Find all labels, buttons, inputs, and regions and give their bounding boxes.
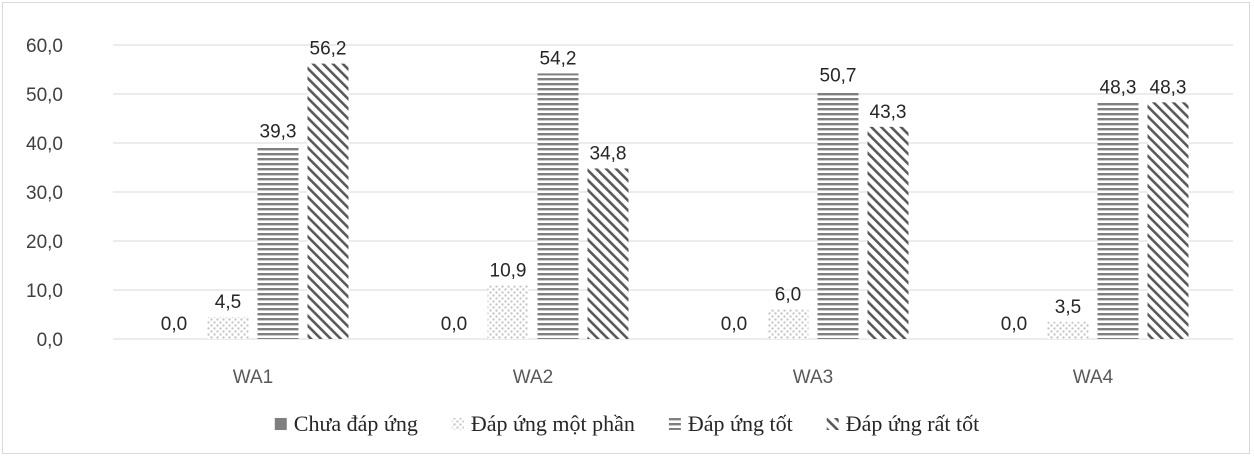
x-category-label: WA4	[1073, 367, 1114, 388]
data-label: 43,3	[870, 102, 907, 123]
y-tick-label: 10,0	[26, 281, 63, 302]
data-label: 0,0	[1001, 314, 1027, 335]
data-label: 3,5	[1055, 297, 1081, 318]
x-category-label: WA1	[233, 367, 273, 388]
legend-label: Đáp ứng một phần	[471, 411, 635, 436]
data-label: 50,7	[820, 66, 857, 87]
legend-label: Đáp ứng rất tốt	[846, 411, 980, 436]
y-tick-label: 50,0	[26, 85, 63, 106]
data-label: 6,0	[775, 285, 801, 306]
data-label: 4,5	[215, 292, 241, 313]
data-labels: 0,0 4,5 39,3 56,2 0,0 10,9 54,2 34,8 0,0 6,0 50,7 4…	[161, 39, 1187, 335]
y-axis-ticks: 0,0 10,0 20,0 30,0 40,0 50,0 60,0	[26, 36, 63, 351]
data-label: 48,3	[1150, 77, 1187, 98]
legend-marker	[274, 418, 287, 430]
x-category-label: WA3	[793, 367, 833, 388]
legend-label: Chưa đáp ứng	[294, 411, 418, 436]
data-label: 10,9	[490, 261, 527, 282]
legend-marker	[668, 418, 681, 430]
bars	[207, 63, 1189, 340]
data-label: 39,3	[260, 121, 297, 142]
data-label: 34,8	[590, 143, 627, 164]
x-category-label: WA2	[513, 367, 553, 388]
data-label: 56,2	[310, 39, 347, 60]
legend-marker	[826, 418, 839, 430]
bar	[537, 73, 579, 340]
bar	[1097, 102, 1139, 339]
data-label: 54,2	[540, 48, 577, 69]
bar	[307, 63, 349, 340]
data-label: 48,3	[1100, 77, 1137, 98]
bar	[487, 285, 529, 339]
y-tick-label: 40,0	[26, 134, 63, 155]
data-label: 0,0	[161, 314, 187, 335]
legend: Chưa đáp ứng Đáp ứng một phần Đáp ứng tốt Đ…	[274, 411, 980, 436]
bar	[867, 126, 909, 339]
gridlines	[113, 44, 1233, 340]
legend-label: Đáp ứng tốt	[688, 411, 793, 436]
data-label: 0,0	[721, 314, 747, 335]
y-tick-label: 20,0	[26, 232, 63, 253]
bar	[817, 90, 859, 339]
y-tick-label: 60,0	[26, 36, 63, 57]
bar	[207, 316, 249, 339]
bar	[257, 146, 299, 339]
bar	[1047, 321, 1089, 339]
bar-chart: 0,0 10,0 20,0 30,0 40,0 50,0 60,0 0,0 4,5 39,3 56…	[26, 36, 1233, 436]
y-tick-label: 30,0	[26, 183, 63, 204]
x-axis-categories: WA1 WA2 WA3 WA4	[233, 367, 1114, 388]
bar	[1147, 102, 1189, 339]
legend-marker	[451, 418, 464, 430]
bar	[767, 309, 809, 339]
data-label: 0,0	[441, 314, 467, 335]
y-tick-label: 0,0	[37, 330, 63, 351]
bar	[587, 168, 629, 339]
